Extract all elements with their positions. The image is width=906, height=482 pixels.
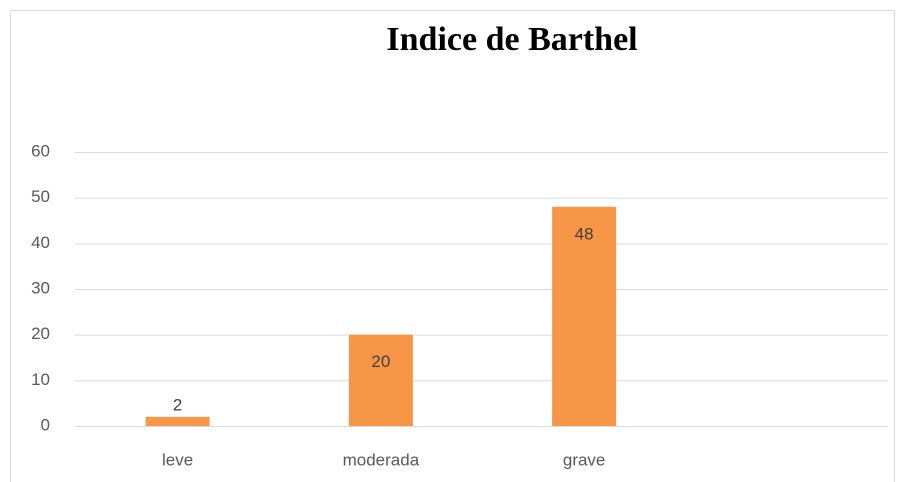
x-tick-label: leve xyxy=(162,450,193,469)
x-tick-label: moderada xyxy=(343,450,420,469)
data-label: 48 xyxy=(575,224,594,243)
data-label: 2 xyxy=(173,395,182,414)
y-tick-label: 40 xyxy=(31,233,50,252)
data-label: 20 xyxy=(371,352,390,371)
y-tick-label: 60 xyxy=(31,141,50,160)
y-tick-label: 50 xyxy=(31,187,50,206)
bar xyxy=(348,334,413,426)
chart-border xyxy=(10,10,895,482)
chart-title: Indice de Barthel xyxy=(386,21,637,58)
y-tick-label: 20 xyxy=(31,324,50,343)
bar xyxy=(145,416,210,426)
x-tick-label: grave xyxy=(563,450,606,469)
y-tick-label: 10 xyxy=(31,370,50,389)
bar xyxy=(552,206,617,426)
y-tick-label: 30 xyxy=(31,278,50,297)
y-tick-label: 0 xyxy=(41,415,50,434)
